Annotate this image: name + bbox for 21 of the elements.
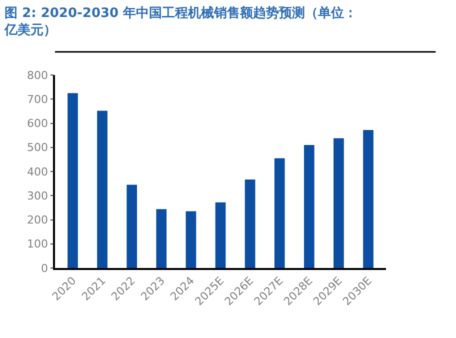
y-tick-label: 600 xyxy=(27,117,48,130)
bar xyxy=(363,130,374,268)
y-tick-label: 200 xyxy=(27,214,48,227)
bar xyxy=(274,158,285,268)
bar xyxy=(186,211,196,268)
bar xyxy=(244,179,256,268)
bar xyxy=(215,202,226,268)
bar xyxy=(304,144,314,268)
y-tick-label: 700 xyxy=(27,92,48,106)
bar xyxy=(126,184,138,268)
y-tick-label: 500 xyxy=(27,141,48,154)
y-tick-label: 400 xyxy=(27,165,48,178)
bar xyxy=(156,209,167,268)
bar xyxy=(97,110,108,268)
bar xyxy=(334,138,344,268)
y-tick-label: 100 xyxy=(27,238,48,251)
y-tick-label: 800 xyxy=(27,68,48,82)
y-tick-label: 300 xyxy=(27,189,48,202)
chart-title: 图 2: 2020-2030 年中国工程机械销售额趋势预测（单位：亿美元） xyxy=(4,4,358,38)
y-tick-label: 0 xyxy=(41,262,48,275)
bar xyxy=(68,93,78,268)
